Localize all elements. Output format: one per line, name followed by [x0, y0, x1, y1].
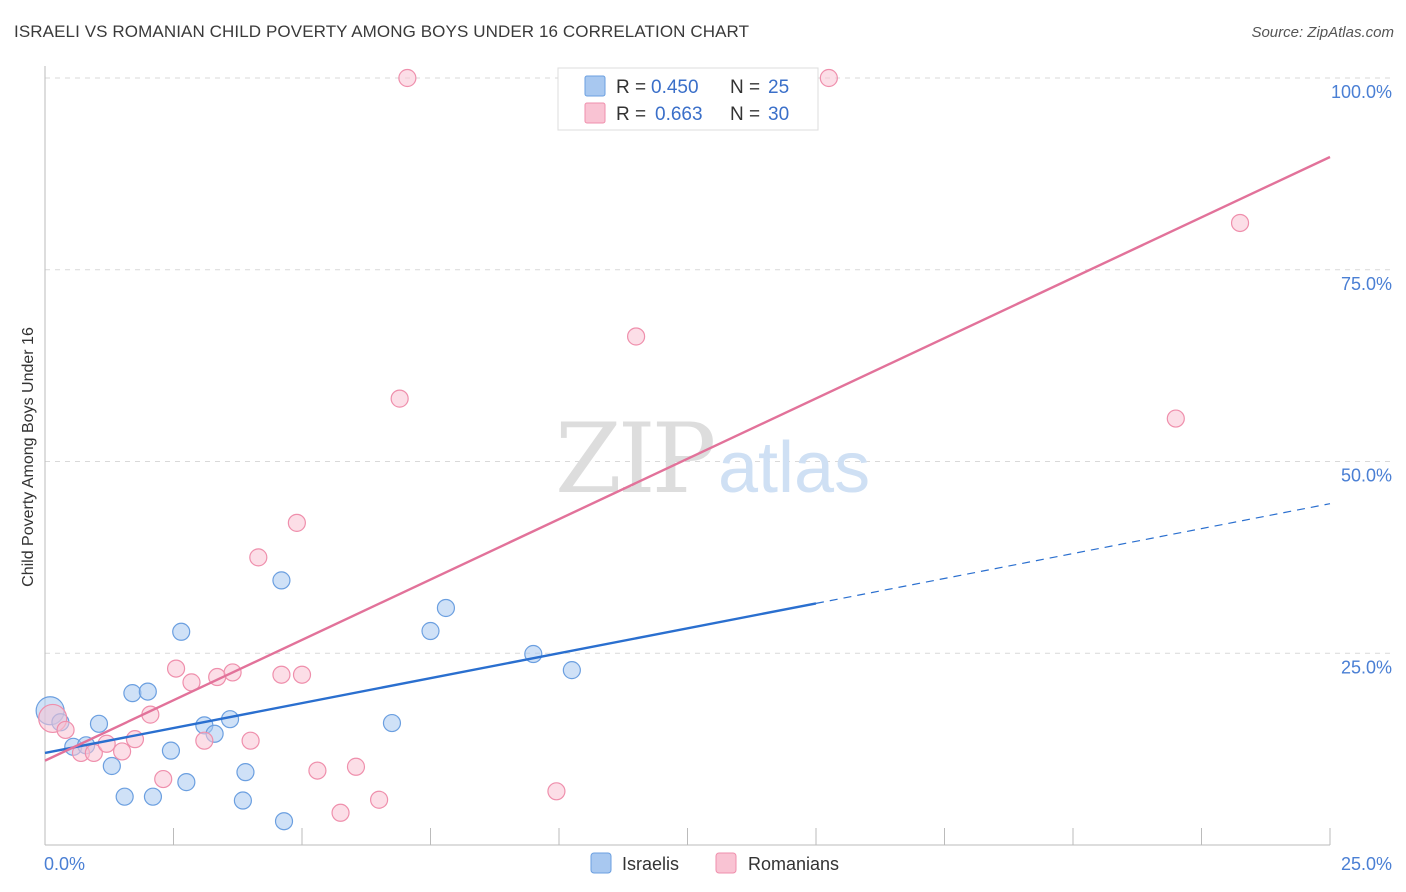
- israelis-point: [274, 812, 294, 831]
- romanians-r-label: R =: [616, 104, 646, 125]
- x-tick-label-min: 0.0%: [44, 854, 85, 874]
- legend-israelis-label: Israelis: [622, 854, 679, 874]
- israelis-point: [382, 713, 402, 733]
- israelis-point: [272, 571, 291, 590]
- grid-lines: [45, 77, 1392, 654]
- x-tick-label-max: 25.0%: [1341, 854, 1392, 874]
- israelis-point: [123, 684, 142, 703]
- israelis-point: [421, 621, 440, 641]
- israelis-point: [89, 714, 109, 733]
- israelis-swatch: [584, 75, 606, 97]
- tick-labels: 25.0% 50.0% 75.0% 100.0% 0.0% 25.0%: [44, 82, 1392, 874]
- israelis-n-label: N =: [730, 77, 760, 98]
- trend-lines: [44, 155, 1331, 762]
- romanians-point: [97, 734, 116, 753]
- romanians-point: [154, 769, 173, 789]
- israelis-point: [115, 787, 134, 806]
- series-legend: Israelis Romanians: [590, 852, 839, 874]
- romanians-n-label: N =: [730, 104, 760, 125]
- romanians-point: [1230, 213, 1250, 233]
- romanians-point: [370, 790, 389, 809]
- source-credit: Source: ZipAtlas.com: [1251, 24, 1394, 41]
- legend-israelis-swatch: [590, 852, 612, 874]
- israelis-point: [436, 598, 456, 618]
- israelis-point: [161, 741, 181, 760]
- romanians-point: [308, 761, 327, 780]
- romanians-r-value: 0.663: [655, 104, 703, 125]
- romanians-trend-line: [44, 155, 1331, 762]
- romanians-point: [626, 327, 646, 346]
- israelis-point: [562, 661, 581, 680]
- romanians-point: [331, 803, 350, 822]
- y-tick-label: 75.0%: [1341, 274, 1392, 294]
- israelis-point: [236, 763, 255, 782]
- watermark-zip: ZIP: [555, 403, 714, 515]
- watermark: ZIP atlas: [555, 403, 870, 515]
- romanians-point: [272, 665, 291, 684]
- y-tick-label: 25.0%: [1341, 657, 1392, 677]
- romanians-point: [547, 782, 566, 801]
- romanians-point: [241, 731, 260, 750]
- israelis-r-value: 0.450: [651, 77, 699, 98]
- romanians-point: [166, 659, 186, 678]
- israelis-point: [172, 622, 191, 641]
- romanians-point: [1166, 409, 1185, 428]
- israelis-r-label: R =: [616, 77, 646, 98]
- romanians-swatch: [584, 102, 606, 124]
- romanians-point: [819, 68, 838, 88]
- romanians-point: [249, 548, 268, 567]
- romanians-point: [287, 513, 306, 532]
- israelis-trend-extension: [815, 503, 1331, 604]
- y-tick-label: 50.0%: [1341, 466, 1392, 486]
- y-axis-label: Child Poverty Among Boys Under 16: [20, 327, 37, 587]
- legend-romanians-swatch: [715, 852, 737, 874]
- israelis-trend-line: [44, 602, 817, 755]
- israelis-point: [138, 682, 157, 701]
- romanians-point: [390, 389, 409, 408]
- legend-romanians-label: Romanians: [748, 854, 839, 874]
- romanians-point: [398, 68, 417, 88]
- romanians-point: [346, 757, 366, 776]
- chart-title: ISRAELI VS ROMANIAN CHILD POVERTY AMONG …: [14, 22, 750, 41]
- romanians-point: [292, 665, 312, 684]
- romanians-point: [56, 720, 75, 740]
- watermark-atlas: atlas: [718, 428, 870, 508]
- israelis-point: [143, 787, 163, 806]
- israelis-point: [177, 773, 196, 792]
- romanians-point: [112, 742, 132, 761]
- israelis-point: [233, 791, 252, 810]
- stats-legend: R = 0.450 N = 25 R = 0.663 N = 30: [557, 67, 819, 131]
- romanians-n-value: 30: [768, 104, 789, 125]
- y-tick-label: 100.0%: [1331, 82, 1392, 102]
- romanians-point: [195, 731, 214, 750]
- israelis-n-value: 25: [768, 77, 789, 98]
- israelis-point: [102, 756, 121, 776]
